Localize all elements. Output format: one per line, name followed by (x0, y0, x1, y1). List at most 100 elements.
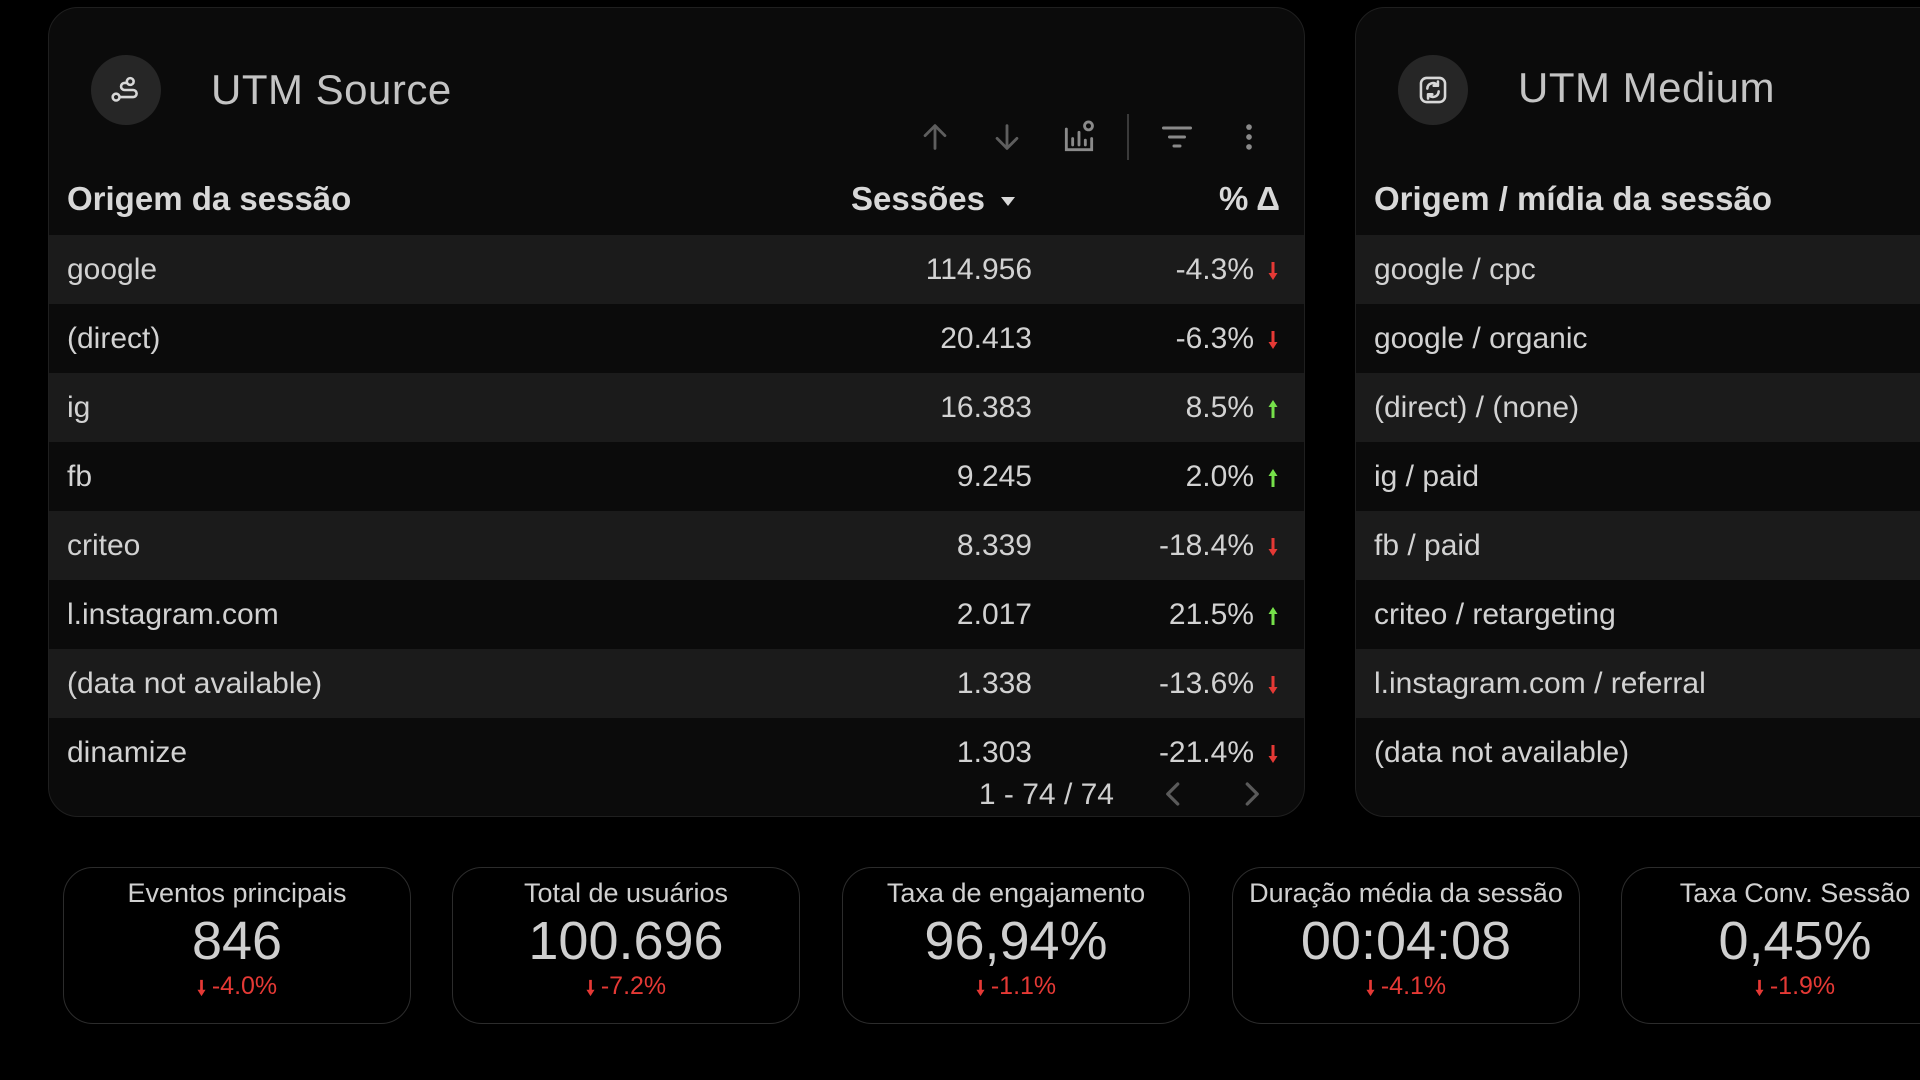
trend-down-arrow-icon (1268, 511, 1278, 580)
table-row[interactable]: (direct) / (none) (1356, 373, 1920, 442)
chart-settings-icon[interactable] (1043, 108, 1115, 166)
kpi-delta-value: -1.9% (1769, 972, 1836, 1000)
row-source-medium-name: google / cpc (1374, 253, 1536, 286)
trend-down-arrow-icon (1366, 972, 1381, 1000)
table-row[interactable]: (data not available) (1356, 718, 1920, 787)
kpi-label: Duração média da sessão (1249, 878, 1563, 908)
table-row[interactable]: ig / paid (1356, 442, 1920, 511)
column-header-origin[interactable]: Origem da sessão (67, 180, 352, 217)
chevron-left-icon[interactable] (1159, 777, 1189, 816)
panel-title: UTM Medium (1518, 64, 1776, 111)
kpi-value: 100.696 (528, 911, 724, 971)
kpi-delta: -4.0% (64, 972, 410, 1001)
kpi-value: 0,45% (1718, 911, 1872, 971)
trend-down-arrow-icon (976, 972, 991, 1000)
kpi-delta-value: -4.0% (211, 972, 278, 1000)
row-sessions-value: 1.338 (956, 667, 1032, 700)
table-row[interactable]: (direct) 20.413 -6.3% (49, 304, 1304, 373)
row-sessions-value: 114.956 (925, 253, 1032, 286)
row-source-medium-name: google / organic (1374, 322, 1588, 355)
medium-table-body: google / cpc google / organic (direct) / (… (1356, 235, 1920, 787)
row-pct-change: -21.4% (1158, 736, 1254, 769)
row-sessions-value: 9.245 (956, 460, 1032, 493)
table-row[interactable]: criteo / retargeting (1356, 580, 1920, 649)
trend-down-arrow-icon (1268, 304, 1278, 373)
row-source-name: ig (67, 391, 91, 424)
trend-up-arrow-icon (1268, 373, 1278, 442)
kpi-delta: -7.2% (453, 972, 799, 1001)
filter-icon[interactable] (1141, 108, 1213, 166)
table-row[interactable]: google / organic (1356, 304, 1920, 373)
sort-descending-icon[interactable] (971, 108, 1043, 166)
path-share-icon (91, 55, 161, 125)
source-table-body: google 114.956 -4.3% (direct) 20.413 -6.3% ig 1… (49, 235, 1304, 787)
trend-up-arrow-icon (1268, 442, 1278, 511)
row-source-medium-name: ig / paid (1374, 460, 1480, 493)
row-source-name: (direct) (67, 322, 161, 355)
pagination-range: 1 - 74 / 74 (978, 778, 1114, 811)
row-pct-change: 21.5% (1168, 598, 1254, 631)
utm-source-panel: UTM Source Origem da sessão Sessões % Δ … (48, 7, 1305, 817)
row-source-name: (data not available) (67, 667, 323, 700)
table-row[interactable]: l.instagram.com / referral (1356, 649, 1920, 718)
kpi-delta: -1.9% (1622, 972, 1920, 1001)
row-source-medium-name: fb / paid (1374, 529, 1481, 562)
kpi-card[interactable]: Duração média da sessão 00:04:08 -4.1% (1232, 867, 1580, 1024)
table-row[interactable]: fb 9.245 2.0% (49, 442, 1304, 511)
kpi-card[interactable]: Taxa de engajamento 96,94% -1.1% (842, 867, 1190, 1024)
table-row[interactable]: dinamize 1.303 -21.4% (49, 718, 1304, 787)
table-row[interactable]: google / cpc (1356, 235, 1920, 304)
column-header-source-medium[interactable]: Origem / mídia da sessão (1374, 180, 1772, 217)
kpi-value: 00:04:08 (1300, 911, 1512, 971)
table-row[interactable]: l.instagram.com 2.017 21.5% (49, 580, 1304, 649)
column-header-pct-change[interactable]: % Δ (1218, 180, 1280, 217)
table-row[interactable]: google 114.956 -4.3% (49, 235, 1304, 304)
kpi-delta: -4.1% (1233, 972, 1579, 1001)
more-vert-icon[interactable] (1213, 108, 1285, 166)
kpi-label: Taxa de engajamento (886, 878, 1146, 908)
row-sessions-value: 1.303 (956, 736, 1032, 769)
row-pct-change: -13.6% (1158, 667, 1254, 700)
row-sessions-value: 16.383 (940, 391, 1032, 424)
row-source-medium-name: (data not available) (1374, 736, 1630, 769)
row-pct-change: -4.3% (1175, 253, 1254, 286)
panel-title: UTM Source (211, 66, 452, 113)
row-source-medium-name: l.instagram.com / referral (1374, 667, 1706, 700)
row-source-medium-name: (direct) / (none) (1374, 391, 1580, 424)
table-row[interactable]: fb / paid (1356, 511, 1920, 580)
trend-up-arrow-icon (1268, 580, 1278, 649)
pagination: 1 - 74 / 74 (49, 775, 1304, 815)
row-pct-change: -6.3% (1175, 322, 1254, 355)
trend-down-arrow-icon (197, 972, 212, 1000)
row-source-name: dinamize (67, 736, 188, 769)
kpi-value: 96,94% (924, 911, 1108, 971)
row-source-medium-name: criteo / retargeting (1374, 598, 1616, 631)
chevron-right-icon[interactable] (1236, 777, 1266, 816)
kpi-label: Taxa Conv. Sessão (1679, 878, 1911, 908)
row-sessions-value: 2.017 (956, 598, 1032, 631)
row-source-name: google (67, 253, 158, 286)
toolbar-divider (1127, 114, 1129, 160)
kpi-delta-value: -1.1% (990, 972, 1057, 1000)
column-header-sessions-label: Sessões (851, 180, 985, 217)
sort-down-caret-icon (1000, 196, 1015, 206)
column-header-sessions[interactable]: Sessões (851, 180, 1015, 218)
row-source-name: fb (67, 460, 93, 493)
table-row[interactable]: ig 16.383 8.5% (49, 373, 1304, 442)
table-row[interactable]: (data not available) 1.338 -13.6% (49, 649, 1304, 718)
table-row[interactable]: criteo 8.339 -18.4% (49, 511, 1304, 580)
kpi-card[interactable]: Taxa Conv. Sessão 0,45% -1.9% (1621, 867, 1920, 1024)
row-source-name: criteo (67, 529, 141, 562)
kpi-delta-value: -7.2% (600, 972, 667, 1000)
kpi-delta: -1.1% (843, 972, 1189, 1001)
kpi-value: 846 (191, 911, 283, 971)
sync-icon (1398, 55, 1468, 125)
trend-down-arrow-icon (1268, 718, 1278, 787)
trend-down-arrow-icon (1755, 972, 1770, 1000)
kpi-card[interactable]: Eventos principais 846 -4.0% (63, 867, 411, 1024)
row-sessions-value: 8.339 (956, 529, 1032, 562)
kpi-label: Eventos principais (127, 878, 347, 908)
kpi-card[interactable]: Total de usuários 100.696 -7.2% (452, 867, 800, 1024)
sort-ascending-icon[interactable] (899, 108, 971, 166)
utm-medium-panel: UTM Medium Origem / mídia da sessão goog… (1355, 7, 1920, 817)
